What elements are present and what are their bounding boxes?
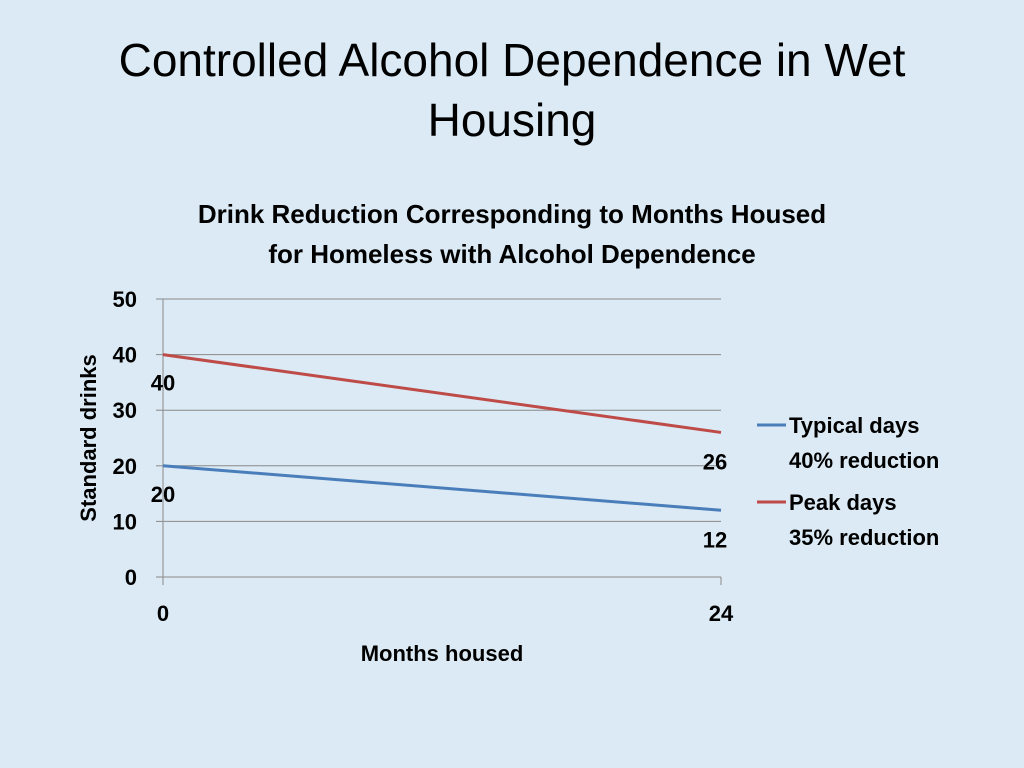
legend-label: Typical days bbox=[789, 413, 919, 438]
legend-label: Peak days bbox=[789, 490, 897, 515]
y-tick-label: 50 bbox=[113, 287, 137, 312]
chart-title-line-2: for Homeless with Alcohol Dependence bbox=[268, 239, 756, 269]
y-tick-label: 0 bbox=[125, 565, 137, 590]
x-axis-label: Months housed bbox=[361, 641, 524, 666]
chart-title-line-1: Drink Reduction Corresponding to Months … bbox=[197, 199, 827, 229]
series-line-0 bbox=[162, 464, 722, 512]
y-tick-label: 10 bbox=[113, 509, 137, 534]
data-label: 40 bbox=[151, 371, 175, 396]
data-label: 26 bbox=[703, 449, 727, 474]
chart-title: Drink Reduction Corresponding to Months … bbox=[130, 194, 894, 274]
y-tick-label: 30 bbox=[113, 398, 137, 423]
y-axis-label: Standard drinks bbox=[76, 354, 101, 521]
axes bbox=[156, 298, 722, 585]
y-tick-label: 20 bbox=[113, 454, 137, 479]
slide-title: Controlled Alcohol Dependence in Wet Hou… bbox=[40, 30, 984, 150]
legend-label: 35% reduction bbox=[789, 525, 939, 550]
gridlines bbox=[163, 298, 721, 522]
slide-title-line-2: Housing bbox=[427, 94, 597, 146]
series-lines bbox=[162, 353, 722, 512]
x-tick-label: 0 bbox=[157, 601, 169, 626]
data-label: 12 bbox=[703, 527, 727, 552]
x-tick-label: 24 bbox=[709, 601, 734, 626]
series-line-1 bbox=[162, 353, 722, 434]
x-tick-labels: 0 24 bbox=[157, 601, 734, 626]
y-tick-labels: 0 10 20 30 40 50 bbox=[113, 287, 137, 590]
legend: Typical days 40% reduction Peak days 35% re… bbox=[757, 413, 939, 550]
data-labels: 20 12 40 26 bbox=[151, 371, 727, 553]
legend-label: 40% reduction bbox=[789, 448, 939, 473]
slide-title-line-1: Controlled Alcohol Dependence in Wet bbox=[118, 34, 906, 86]
data-label: 20 bbox=[151, 482, 175, 507]
y-tick-label: 40 bbox=[113, 343, 137, 368]
